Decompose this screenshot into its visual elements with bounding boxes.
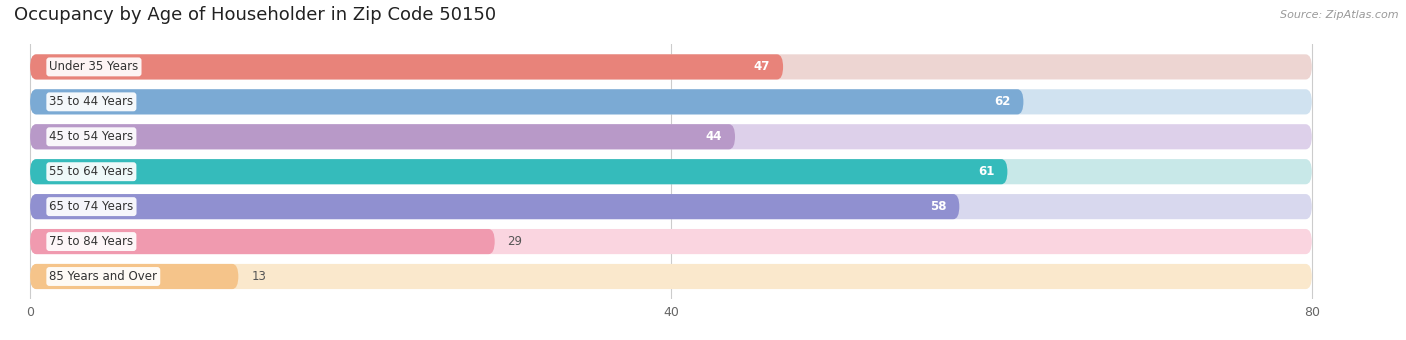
Text: 13: 13 xyxy=(252,270,266,283)
FancyBboxPatch shape xyxy=(30,194,1312,219)
FancyBboxPatch shape xyxy=(30,264,239,289)
FancyBboxPatch shape xyxy=(30,159,1008,184)
Text: 85 Years and Over: 85 Years and Over xyxy=(49,270,157,283)
Text: 35 to 44 Years: 35 to 44 Years xyxy=(49,95,134,108)
FancyBboxPatch shape xyxy=(30,54,783,80)
Text: 47: 47 xyxy=(754,61,770,73)
FancyBboxPatch shape xyxy=(30,124,735,149)
Text: 62: 62 xyxy=(994,95,1011,108)
Text: 45 to 54 Years: 45 to 54 Years xyxy=(49,130,134,143)
FancyBboxPatch shape xyxy=(30,229,495,254)
FancyBboxPatch shape xyxy=(30,89,1024,115)
Text: 44: 44 xyxy=(706,130,723,143)
FancyBboxPatch shape xyxy=(30,54,1312,80)
FancyBboxPatch shape xyxy=(30,124,1312,149)
FancyBboxPatch shape xyxy=(30,159,1312,184)
Text: Under 35 Years: Under 35 Years xyxy=(49,61,139,73)
Text: 61: 61 xyxy=(979,165,994,178)
Text: 55 to 64 Years: 55 to 64 Years xyxy=(49,165,134,178)
Text: 29: 29 xyxy=(508,235,523,248)
Text: Occupancy by Age of Householder in Zip Code 50150: Occupancy by Age of Householder in Zip C… xyxy=(14,6,496,24)
Text: 65 to 74 Years: 65 to 74 Years xyxy=(49,200,134,213)
FancyBboxPatch shape xyxy=(30,229,1312,254)
Text: 75 to 84 Years: 75 to 84 Years xyxy=(49,235,134,248)
FancyBboxPatch shape xyxy=(30,264,1312,289)
FancyBboxPatch shape xyxy=(30,194,959,219)
Text: Source: ZipAtlas.com: Source: ZipAtlas.com xyxy=(1281,10,1399,20)
Text: 58: 58 xyxy=(929,200,946,213)
FancyBboxPatch shape xyxy=(30,89,1312,115)
